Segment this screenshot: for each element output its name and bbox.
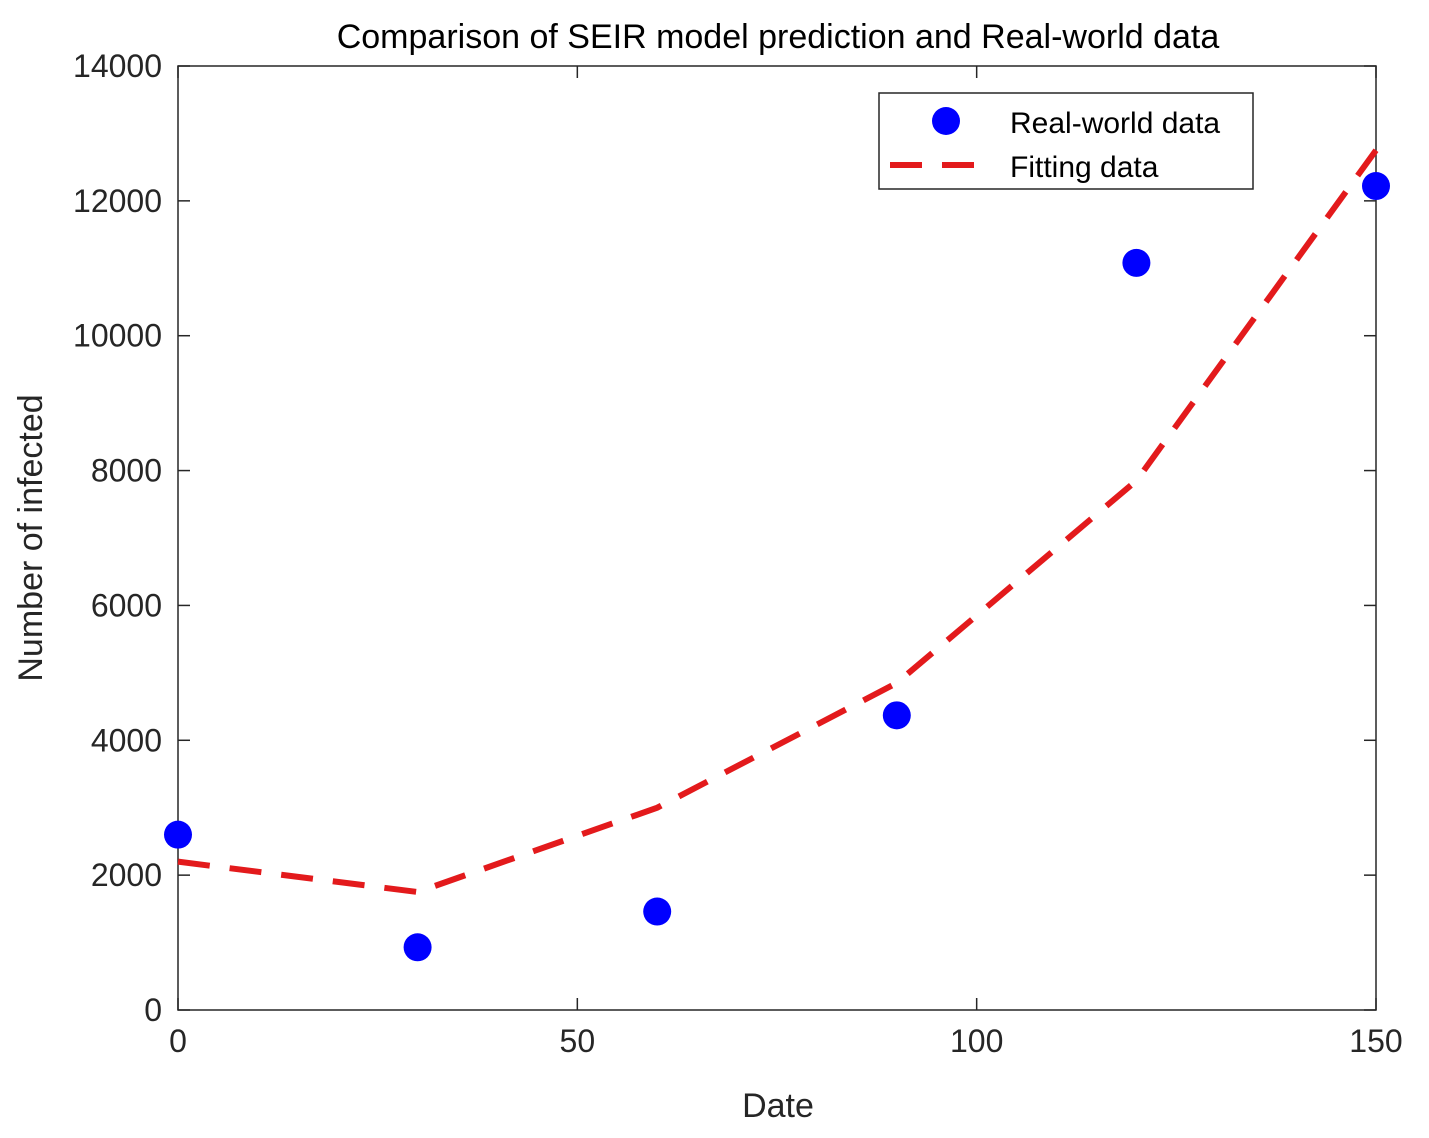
x-tick-label: 50	[560, 1023, 596, 1059]
real-world-data-point	[1362, 172, 1390, 201]
real-world-data-point	[1122, 248, 1151, 277]
y-tick-label: 0	[144, 992, 162, 1028]
y-tick-label: 8000	[91, 453, 162, 489]
y-tick-label: 6000	[91, 587, 162, 623]
plot-area	[177, 65, 1377, 1011]
real-world-data-point	[882, 701, 911, 730]
series-group	[164, 148, 1390, 962]
x-tick-label: 0	[169, 1023, 187, 1059]
real-world-data-point	[643, 897, 672, 926]
y-tick-label: 2000	[91, 857, 162, 893]
chart-title: Comparison of SEIR model prediction and …	[337, 18, 1220, 56]
x-tick-label: 150	[1349, 1023, 1402, 1059]
x-axis-label: Date	[742, 1087, 814, 1125]
real-world-data-point	[164, 820, 192, 849]
real-world-data-point	[403, 933, 432, 962]
fitting-data-line	[177, 148, 1379, 896]
y-tick-label: 10000	[73, 318, 162, 354]
x-tick-label: 100	[950, 1023, 1003, 1059]
legend-marker-real-world-data	[932, 107, 960, 135]
y-axis-label: Number of infected	[12, 394, 50, 681]
axis-ticks: 0 50 100 150 0 2000 4000 6000 8000 10000 12000 1400…	[73, 48, 1403, 1059]
legend-label-fitting-data: Fitting data	[1010, 151, 1159, 184]
y-tick-label: 12000	[73, 183, 162, 219]
y-tick-label: 4000	[91, 722, 162, 758]
y-tick-label: 14000	[73, 48, 162, 84]
legend: Real-world data Fitting data	[878, 92, 1254, 190]
legend-label-real-world-data: Real-world data	[1010, 107, 1220, 140]
